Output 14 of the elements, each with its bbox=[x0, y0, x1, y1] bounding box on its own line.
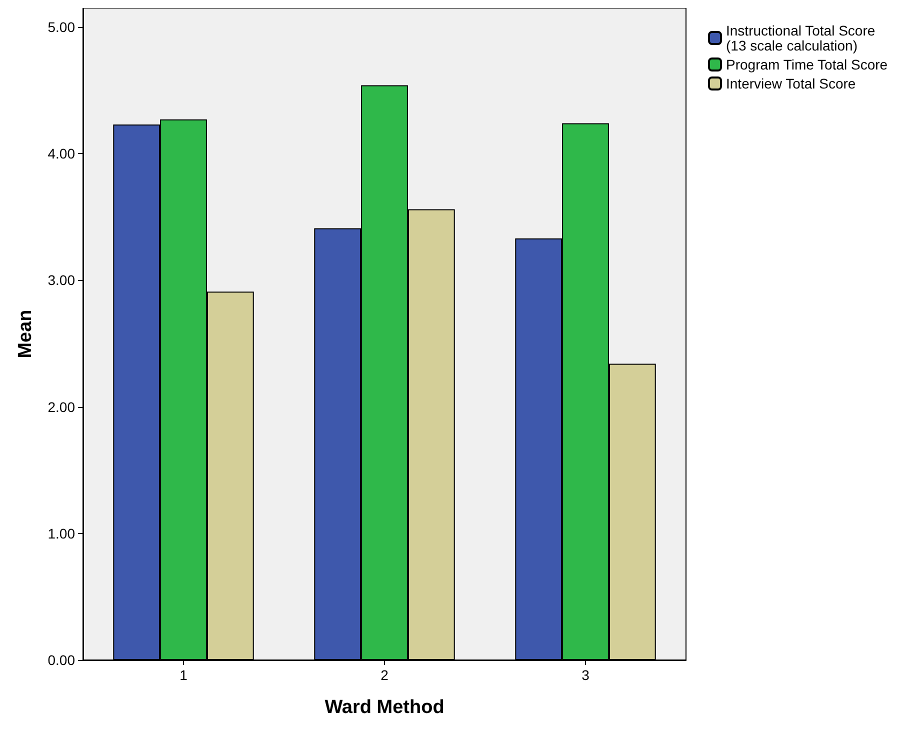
y-tick-label: 0.00 bbox=[48, 652, 76, 668]
y-tick-label: 1.00 bbox=[48, 525, 76, 542]
legend-label: Interview Total Score bbox=[726, 76, 856, 92]
y-tick-label: 2.00 bbox=[48, 398, 76, 415]
x-tick-label: 2 bbox=[380, 667, 389, 683]
x-tick-label: 3 bbox=[582, 667, 590, 683]
legend-label: Instructional Total Score (13 scale calculation) bbox=[726, 22, 876, 54]
y-tick-label: 3.00 bbox=[48, 272, 76, 288]
y-axis-title: Mean bbox=[15, 310, 36, 358]
y-tick-label: 5.00 bbox=[48, 18, 76, 35]
x-tick-label: 1 bbox=[180, 667, 188, 683]
x-axis-title: Ward Method bbox=[324, 697, 444, 718]
legend-label: Program Time Total Score bbox=[726, 56, 888, 72]
y-tick-label: 4.00 bbox=[48, 146, 76, 162]
